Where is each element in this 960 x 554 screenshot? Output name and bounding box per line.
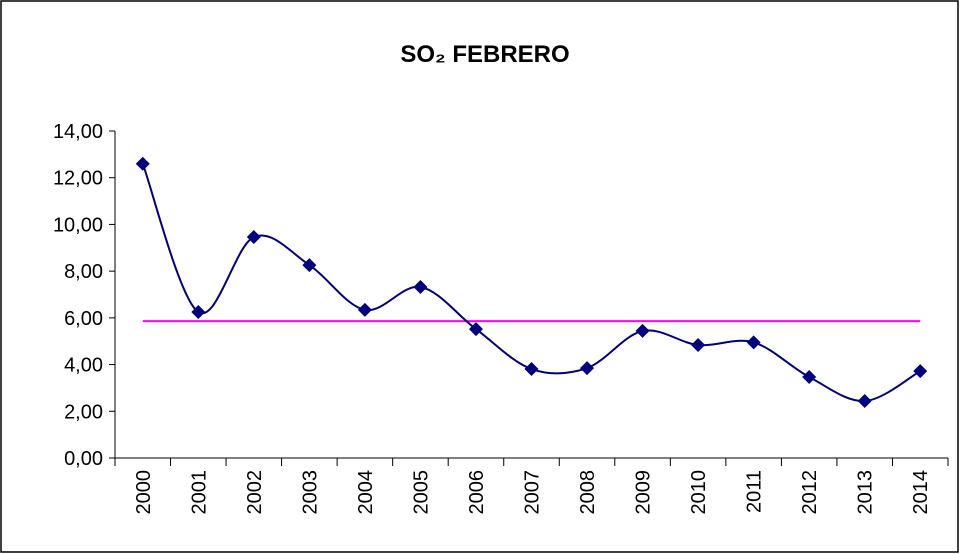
x-tick-label: 2011 — [744, 470, 766, 513]
x-tick-label: 2001 — [188, 470, 210, 515]
marker — [246, 230, 261, 245]
y-tick-label: 4,00 — [64, 355, 103, 377]
y-tick-label: 2,00 — [64, 401, 103, 423]
marker — [357, 302, 372, 317]
marker — [135, 156, 150, 171]
x-tick-label: 2012 — [799, 470, 821, 515]
marker — [302, 258, 317, 273]
marker — [191, 305, 206, 320]
y-tick-label: 14,00 — [53, 121, 103, 143]
marker — [691, 337, 706, 352]
x-tick-label: 2009 — [633, 470, 655, 515]
marker — [524, 362, 539, 377]
x-tick-label: 2010 — [688, 470, 710, 515]
x-tick-label: 2000 — [133, 470, 155, 515]
y-tick-label: 8,00 — [64, 261, 103, 283]
chart-title: SO₂ FEBRERO — [400, 41, 569, 68]
marker — [468, 322, 483, 337]
y-tick-label: 10,00 — [53, 214, 103, 236]
marker — [580, 361, 595, 376]
marker — [635, 323, 650, 338]
x-tick-label: 2008 — [577, 470, 599, 515]
x-tick-label: 2013 — [855, 470, 877, 515]
y-tick-label: 6,00 — [64, 308, 103, 330]
x-tick-label: 2014 — [910, 470, 932, 515]
series-line — [141, 163, 921, 403]
marker — [413, 280, 428, 295]
marker — [746, 335, 761, 350]
x-tick-label: 2005 — [410, 470, 432, 515]
marker — [802, 369, 817, 384]
x-tick-label: 2007 — [522, 470, 544, 515]
x-tick-label: 2003 — [299, 470, 321, 515]
x-tick-label: 2004 — [355, 470, 377, 515]
marker — [913, 364, 928, 379]
marker — [857, 394, 872, 409]
x-tick-label: 2006 — [466, 470, 488, 515]
y-tick-label: 12,00 — [53, 168, 103, 190]
x-tick-label: 2002 — [244, 470, 266, 515]
y-tick-label: 0,00 — [64, 448, 103, 470]
